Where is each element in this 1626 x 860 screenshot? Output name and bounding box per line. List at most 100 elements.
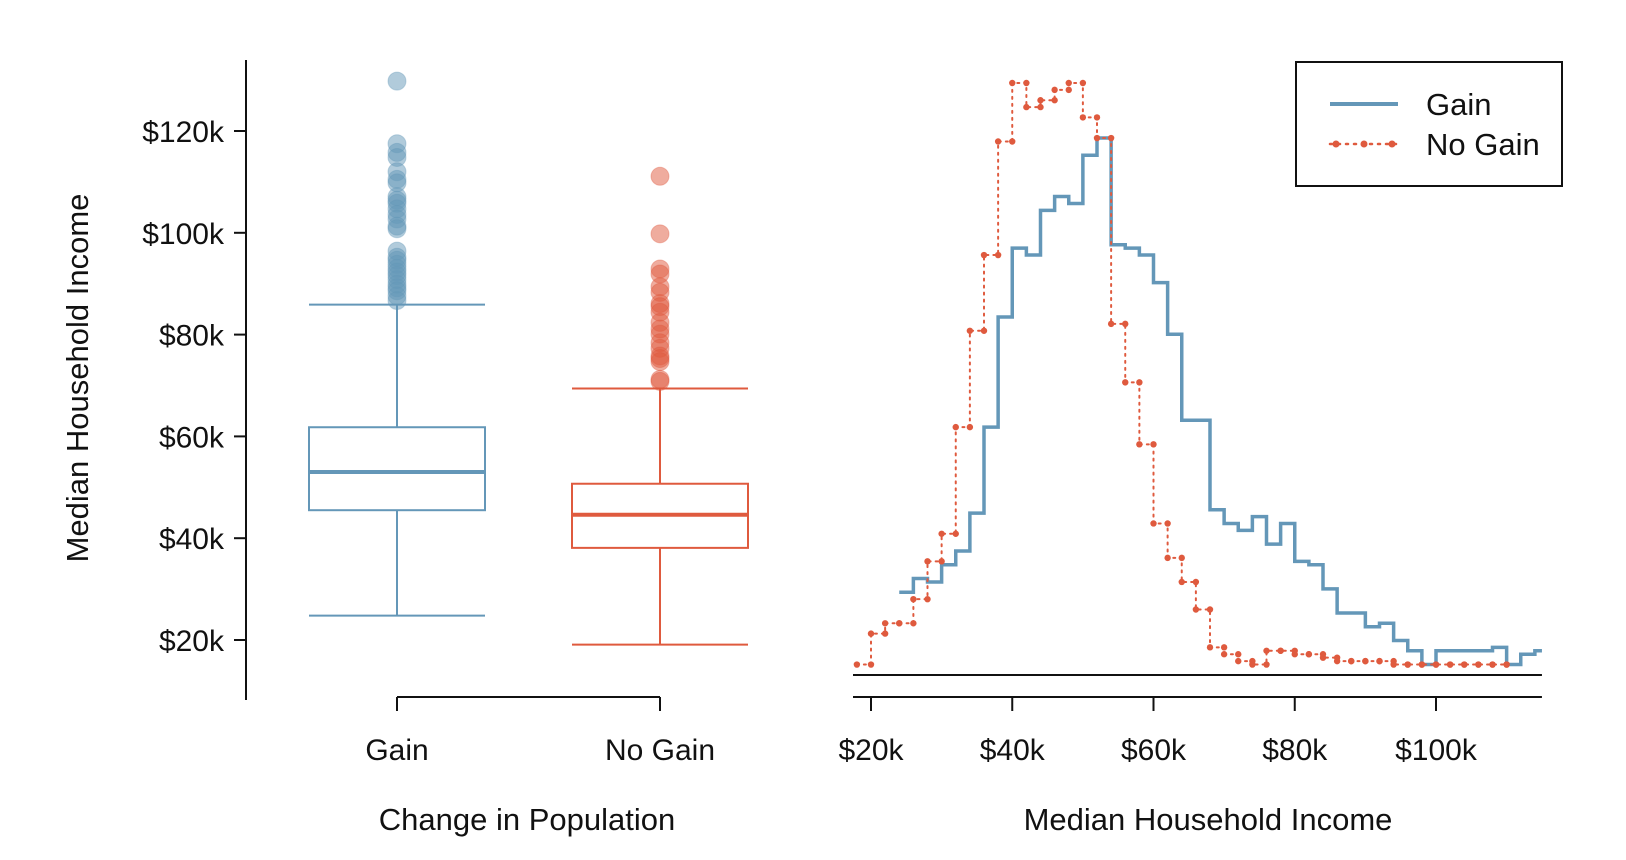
series-no-gain-point — [867, 661, 875, 668]
boxplot-panel: $20k $40k $60k $80k $100k $120k Gain No Gain M… — [60, 60, 749, 837]
series-no-gain-point — [1390, 661, 1397, 668]
legend-gain-label: Gain — [1426, 87, 1491, 122]
series-no-gain-point — [1150, 441, 1157, 448]
series-no-gain — [853, 79, 1510, 668]
box-outlier — [650, 371, 670, 391]
legend-no-gain-dot — [1388, 140, 1396, 148]
boxplot-y-tick-label: $80k — [159, 320, 225, 353]
series-no-gain-point — [1333, 657, 1341, 665]
series-no-gain-point — [1220, 644, 1228, 651]
series-no-gain-point — [1093, 114, 1101, 121]
series-no-gain-point — [1178, 578, 1185, 586]
series-no-gain-point — [910, 620, 917, 627]
series-no-gain-point — [1319, 654, 1327, 661]
series-no-gain-point — [1164, 554, 1171, 562]
boxplot-x-tick-label: No Gain — [605, 734, 715, 767]
series-no-gain-point — [994, 138, 1002, 145]
series-no-gain-point — [1079, 114, 1087, 121]
histogram-panel: $20k $40k $60k $80k $100k Median Household I… — [838, 61, 1563, 837]
series-no-gain-point — [1009, 79, 1016, 87]
series-no-gain-point — [1107, 134, 1115, 142]
boxplot-y-tick-label: $60k — [159, 421, 225, 454]
box-outlier — [650, 166, 670, 186]
series-no-gain-point — [1206, 644, 1214, 651]
series-no-gain-point — [1418, 661, 1426, 668]
box-no-gain — [571, 166, 749, 646]
boxplot-y-tick-label: $100k — [142, 218, 225, 251]
boxplot-x-tick-label: Gain — [365, 734, 428, 767]
boxplot-y-tick-label: $120k — [142, 116, 225, 149]
series-no-gain-point — [1263, 661, 1270, 668]
series-no-gain-point — [1150, 520, 1157, 527]
boxplot-marks — [308, 71, 749, 646]
series-no-gain-point — [1093, 134, 1101, 142]
boxplot-x-axis-title: Change in Population — [379, 802, 675, 837]
box-outlier — [387, 71, 407, 91]
series-no-gain-point — [924, 595, 931, 603]
series-no-gain-point — [1023, 103, 1030, 111]
series-no-gain-point — [1122, 379, 1129, 386]
series-no-gain-point — [1206, 606, 1214, 613]
series-no-gain-point — [1461, 661, 1468, 668]
series-gain-line — [899, 136, 1542, 667]
histogram-x-tick-label: $40k — [980, 734, 1046, 767]
boxplot-y-tick-label: $40k — [159, 523, 225, 556]
series-no-gain-point — [1051, 97, 1058, 104]
series-no-gain-point — [1475, 661, 1482, 668]
series-no-gain-point — [1122, 320, 1129, 328]
legend: Gain No Gain — [1295, 61, 1563, 187]
box-outlier — [387, 219, 407, 239]
series-no-gain-point — [910, 595, 917, 603]
series-gain — [899, 136, 1542, 667]
series-no-gain-point — [1009, 138, 1016, 145]
series-no-gain-point — [1432, 661, 1440, 668]
series-no-gain-point — [1136, 379, 1143, 386]
series-no-gain-point — [1235, 657, 1242, 665]
series-no-gain-point — [1023, 79, 1030, 87]
series-no-gain-point — [1305, 651, 1313, 658]
series-no-gain-point — [853, 661, 861, 668]
series-no-gain-point — [1291, 651, 1298, 658]
boxplot-y-ticks: $20k $40k $60k $80k $100k $120k — [142, 116, 246, 658]
series-no-gain-point — [952, 423, 959, 431]
series-no-gain-point — [980, 327, 988, 334]
histogram-x-tick-label: $20k — [838, 734, 904, 767]
boxplot-x-ticks: Gain No Gain — [365, 697, 715, 767]
series-no-gain-point — [1178, 554, 1185, 562]
series-no-gain-point — [1263, 647, 1270, 654]
series-no-gain-point — [1051, 86, 1058, 94]
histogram-x-tick-label: $100k — [1395, 734, 1478, 767]
series-no-gain-point — [938, 530, 945, 537]
series-no-gain-point — [1277, 647, 1284, 654]
series-no-gain-point — [1065, 86, 1072, 94]
series-no-gain-point — [881, 620, 889, 627]
series-no-gain-point — [980, 251, 988, 259]
legend-box — [1295, 61, 1563, 187]
series-no-gain-point — [1164, 520, 1171, 527]
series-no-gain-point — [966, 327, 974, 334]
series-no-gain-point — [1249, 661, 1256, 668]
series-no-gain-point — [1348, 657, 1355, 665]
histogram-x-ticks: $20k $40k $60k $80k $100k — [838, 697, 1478, 767]
legend-no-gain-dot — [1360, 140, 1368, 148]
box-outlier — [650, 224, 670, 244]
series-no-gain-point — [1376, 657, 1383, 665]
series-no-gain-point — [938, 558, 945, 565]
series-no-gain-point — [1192, 578, 1200, 586]
series-no-gain-point — [1037, 103, 1044, 111]
legend-no-gain-label: No Gain — [1426, 127, 1540, 162]
series-no-gain-point — [1192, 606, 1200, 613]
box-iqr — [308, 426, 486, 512]
series-no-gain-point — [952, 530, 959, 537]
series-no-gain-point — [924, 558, 931, 565]
series-no-gain-point — [1489, 661, 1496, 668]
legend-no-gain-dot — [1332, 140, 1340, 148]
box-gain — [308, 71, 486, 617]
histogram-series — [853, 79, 1542, 668]
series-no-gain-point — [1446, 661, 1454, 668]
series-no-gain-point — [867, 630, 875, 637]
series-no-gain-point — [1037, 97, 1044, 104]
series-no-gain-point — [1065, 79, 1072, 87]
boxplot-y-tick-label: $20k — [159, 625, 225, 658]
